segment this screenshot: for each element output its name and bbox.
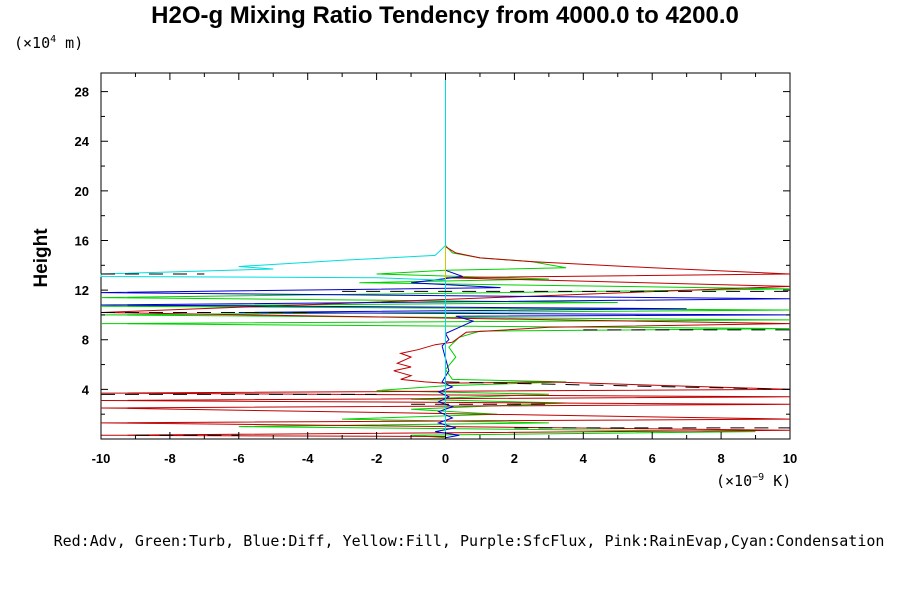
x-tick-label: -2 [371, 451, 383, 466]
y-unit-exponent: 4 [50, 34, 57, 45]
x-tick-label: -4 [302, 451, 314, 466]
x-tick-label: 6 [649, 451, 656, 466]
y-unit-prefix: (×10 [14, 34, 51, 52]
x-tick-label: 0 [442, 451, 449, 466]
x-tick-label: 8 [717, 451, 724, 466]
y-tick-label: 8 [82, 333, 89, 348]
x-unit-exponent: −9 [752, 472, 765, 483]
y-tick-label: 24 [75, 134, 90, 149]
y-tick-label: 16 [75, 233, 89, 248]
y-tick-label: 20 [75, 184, 89, 199]
x-tick-label: -6 [233, 451, 245, 466]
x-tick-label: 10 [783, 451, 797, 466]
y-axis-unit: (×104 m) [14, 34, 83, 52]
x-tick-label: 4 [580, 451, 588, 466]
x-tick-label: -8 [164, 451, 176, 466]
series-layer [100, 73, 791, 439]
x-axis-unit: (×10−9 K) [716, 472, 791, 490]
series-adv-line [100, 73, 791, 437]
x-unit-prefix: (×10 [716, 472, 753, 490]
y-tick-label: 12 [75, 283, 89, 298]
y-tick-label: 4 [82, 382, 90, 397]
series-condensation-line [100, 73, 446, 439]
black-dash-line [445, 381, 791, 390]
y-tick-label: 28 [75, 85, 89, 100]
y-unit-suffix: m) [56, 34, 84, 52]
x-unit-suffix: K) [764, 472, 792, 490]
x-tick-label: -10 [92, 451, 111, 466]
chart-title: H2O-g Mixing Ratio Tendency from 4000.0 … [151, 2, 739, 29]
legend-text: Red:Adv, Green:Turb, Blue:Diff, Yellow:F… [53, 532, 885, 550]
x-tick-label: 2 [511, 451, 518, 466]
